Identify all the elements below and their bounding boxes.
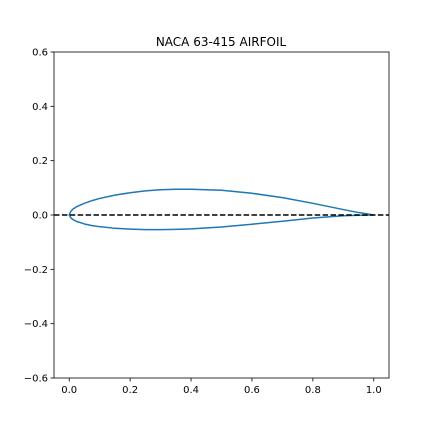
- y-tick-label: 0.4: [32, 102, 48, 113]
- x-tick-label: 1.0: [366, 385, 382, 396]
- y-tick-label: 0.6: [32, 48, 48, 59]
- y-tick-label: 0.2: [32, 156, 48, 167]
- x-tick-label: 0.4: [183, 385, 199, 396]
- plot-frame: [53, 51, 390, 379]
- y-tick-label: −0.2: [24, 265, 48, 276]
- x-tick-label: 0.2: [122, 385, 138, 396]
- y-tick-label: 0.0: [32, 211, 48, 222]
- x-tick-label: 0.0: [61, 385, 77, 396]
- airfoil-profile-line: [68, 188, 374, 231]
- x-tick-label: 0.6: [244, 385, 260, 396]
- chart-title: NACA 63-415 AIRFOIL: [156, 35, 287, 49]
- x-tick-label: 0.8: [305, 385, 321, 396]
- y-tick-label: −0.6: [24, 374, 48, 385]
- ticks-layer: 0.0 0.2 0.4 0.6 0.8 1.0 −0.6 −0.4 −0.2 0.0 0.2 0.4 0…: [24, 48, 382, 397]
- y-tick-label: −0.4: [24, 319, 48, 330]
- series-layer: [54, 188, 389, 231]
